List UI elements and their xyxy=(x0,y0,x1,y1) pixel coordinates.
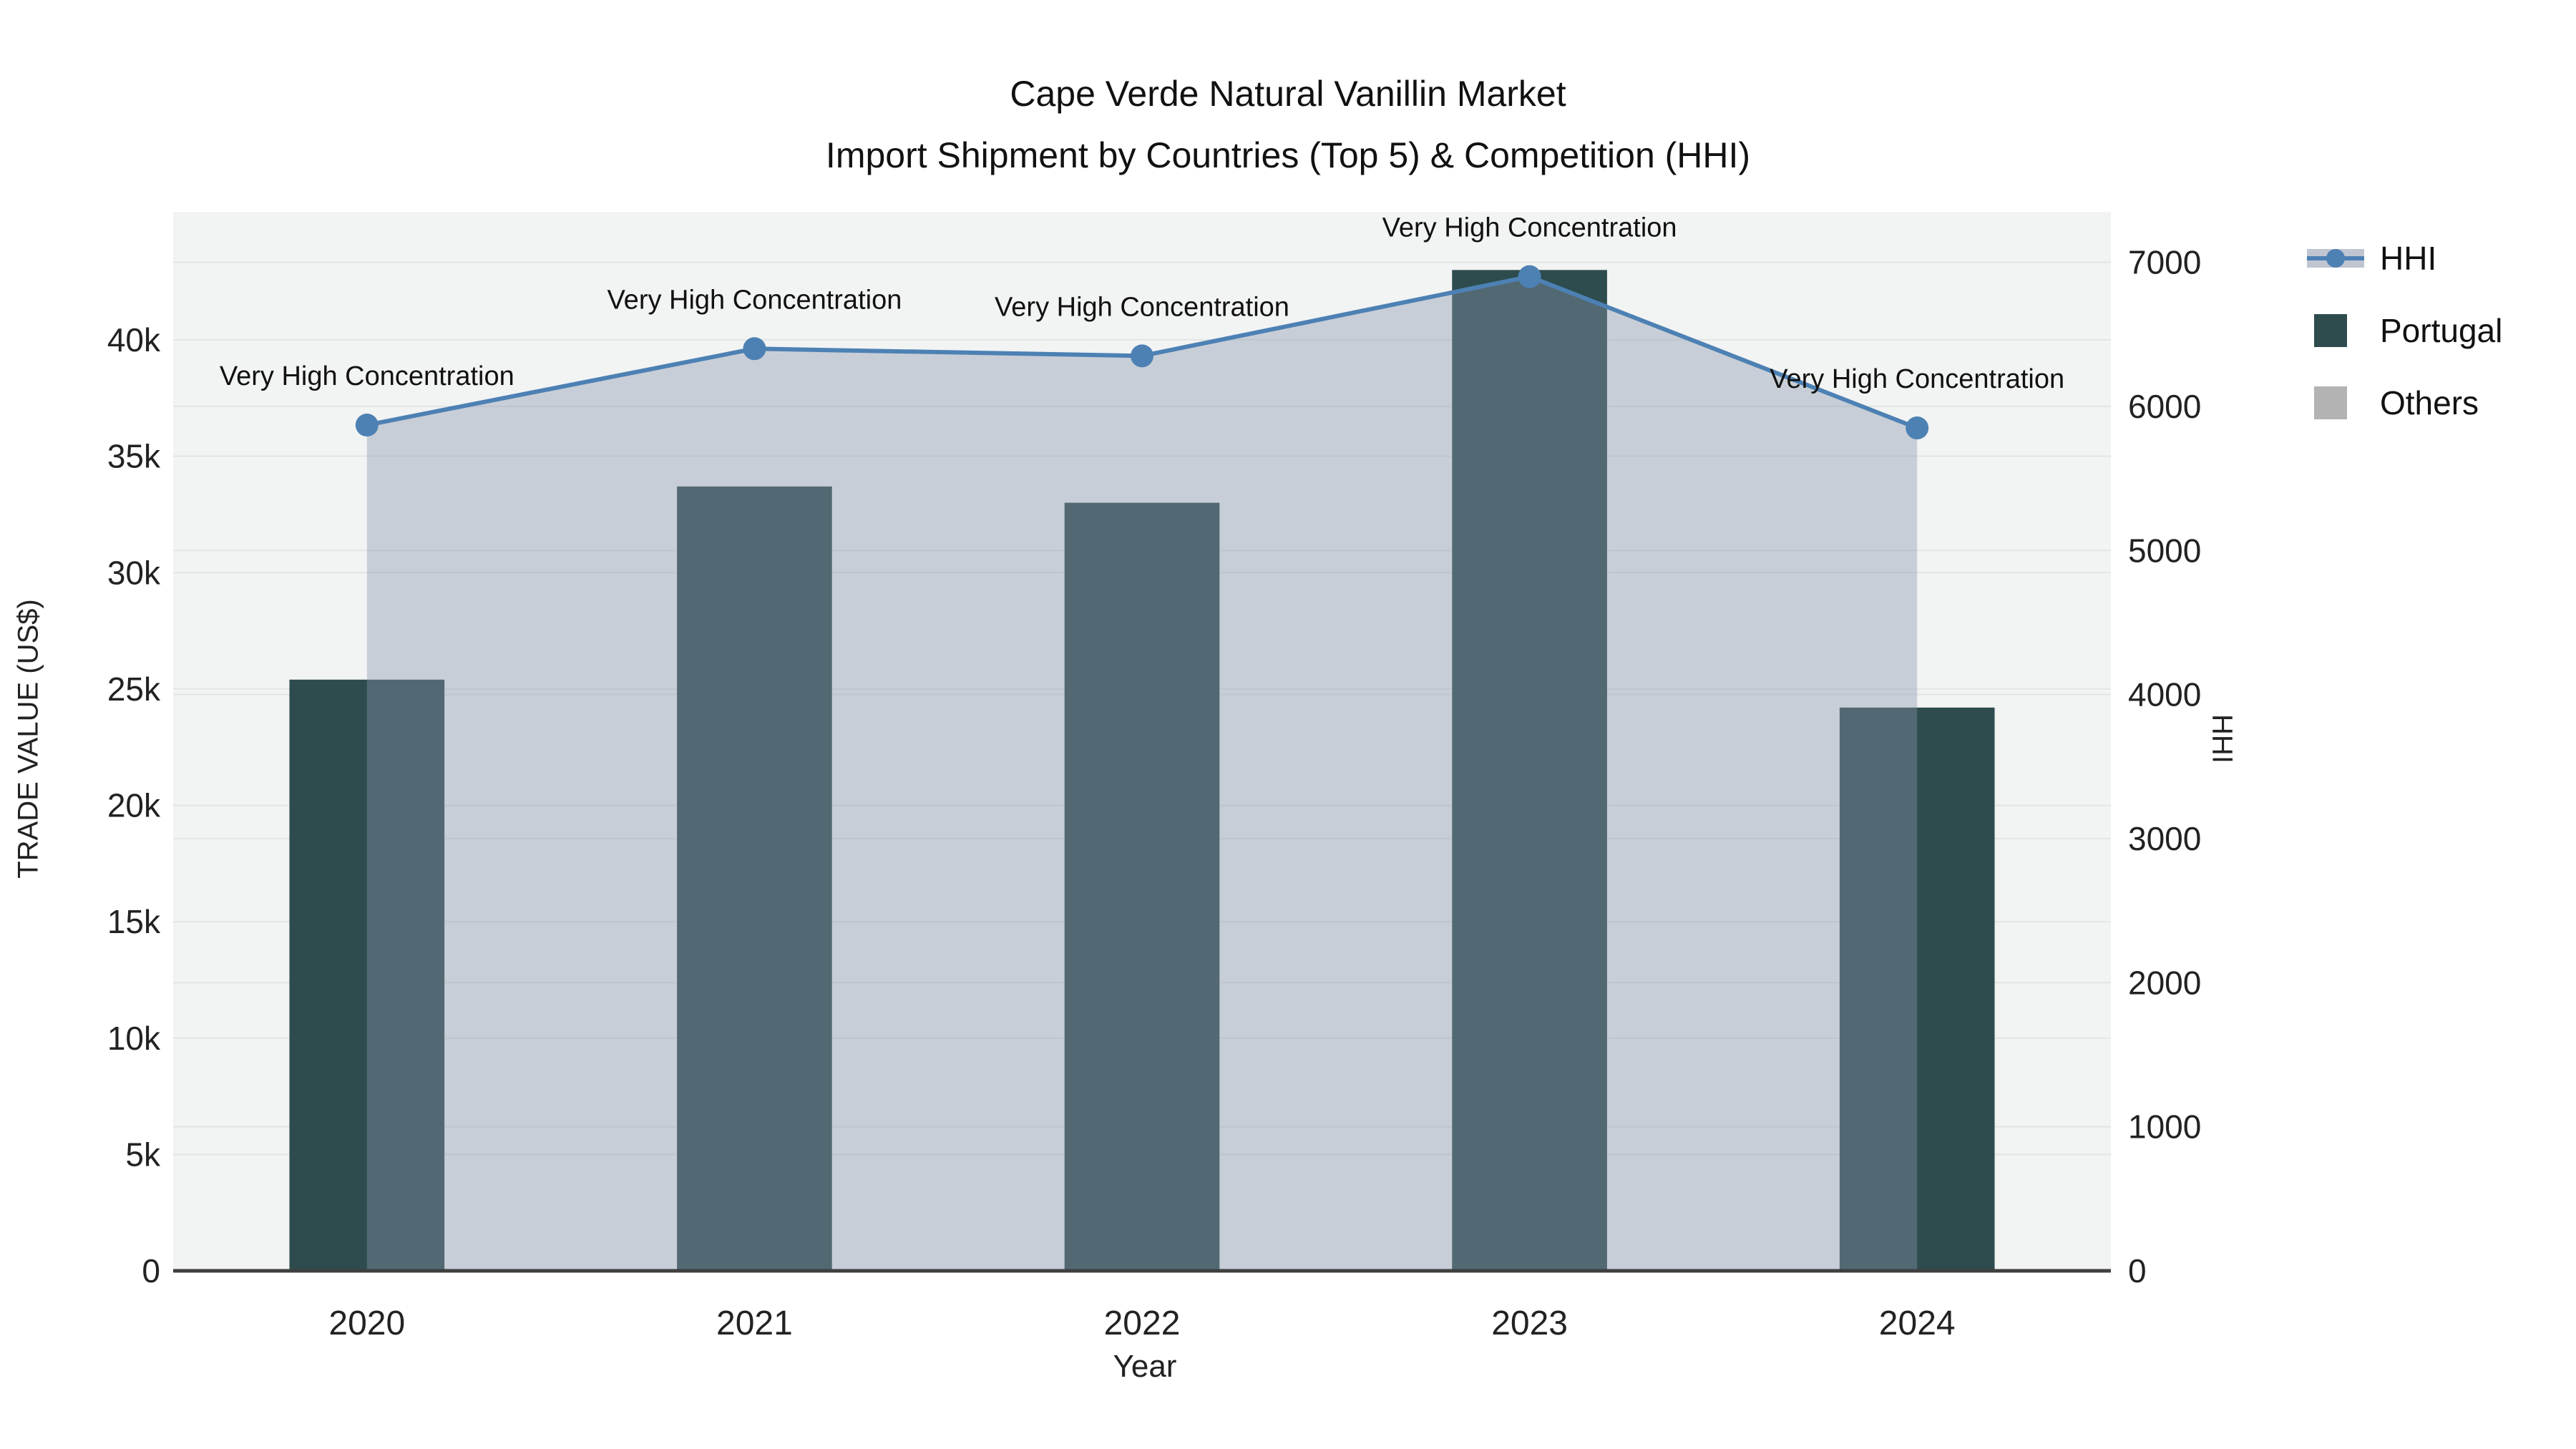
hhi-marker-2021[interactable] xyxy=(743,337,766,361)
right-axis-title: HHI xyxy=(2206,714,2238,763)
bar-portugal-2023[interactable] xyxy=(1452,270,1607,1271)
hhi-area-fill xyxy=(366,276,1918,1271)
right-tick-2000: 2000 xyxy=(2128,964,2201,1001)
left-tick-0: 0 xyxy=(142,1252,160,1289)
chart-title-line1: Cape Verde Natural Vanillin Market xyxy=(1010,74,1566,114)
others-square-symbol xyxy=(2307,384,2364,421)
bar-portugal-2020[interactable] xyxy=(289,679,445,1271)
legend: HHI Portugal Others xyxy=(2307,222,2576,439)
legend-label-hhi: HHI xyxy=(2380,239,2437,277)
annotation-2023: Very High Concentration xyxy=(1382,213,1677,243)
chart-title-line2: Import Shipment by Countries (Top 5) & C… xyxy=(825,135,1751,175)
bar-portugal-2021[interactable] xyxy=(677,486,832,1271)
right-tick-3000: 3000 xyxy=(2128,820,2201,857)
legend-label-others: Others xyxy=(2380,384,2479,421)
bar-portugal-2024[interactable] xyxy=(1839,707,1995,1271)
left-tick-30k: 30k xyxy=(107,554,161,591)
left-tick-35k: 35k xyxy=(107,438,161,475)
annotation-2022: Very High Concentration xyxy=(995,292,1289,322)
hhi-marker-2024[interactable] xyxy=(1906,416,1929,440)
right-tick-6000: 6000 xyxy=(2128,388,2201,425)
x-tick-2024: 2024 xyxy=(1879,1304,1956,1342)
right-tick-4000: 4000 xyxy=(2128,676,2201,713)
hhi-marker-2023[interactable] xyxy=(1518,265,1541,288)
left-tick-25k: 25k xyxy=(107,670,161,708)
left-axis-title: TRADE VALUE (US$) xyxy=(12,599,44,879)
bar-portugal-2022[interactable] xyxy=(1064,502,1220,1271)
others-color-swatch xyxy=(2314,386,2347,419)
hhi-marker-2020[interactable] xyxy=(355,414,379,437)
right-tick-0: 0 xyxy=(2128,1252,2147,1289)
x-tick-2021: 2021 xyxy=(716,1304,793,1342)
legend-item-portugal[interactable]: Portugal xyxy=(2307,294,2576,366)
left-tick-15k: 15k xyxy=(107,903,161,940)
x-tick-2023: 2023 xyxy=(1491,1304,1568,1342)
portugal-square-symbol xyxy=(2307,312,2364,349)
hhi-line-symbol xyxy=(2307,240,2364,277)
legend-item-hhi[interactable]: HHI xyxy=(2307,222,2576,294)
legend-label-portugal: Portugal xyxy=(2380,311,2503,349)
right-tick-1000: 1000 xyxy=(2128,1108,2201,1146)
left-tick-20k: 20k xyxy=(107,787,161,824)
right-tick-7000: 7000 xyxy=(2128,244,2201,281)
x-tick-2022: 2022 xyxy=(1104,1304,1181,1342)
portugal-color-swatch xyxy=(2314,313,2347,347)
left-tick-10k: 10k xyxy=(107,1020,161,1057)
left-tick-5k: 5k xyxy=(125,1136,161,1173)
annotation-2021: Very High Concentration xyxy=(607,285,902,315)
annotation-2020: Very High Concentration xyxy=(220,361,514,391)
hhi-marker-2022[interactable] xyxy=(1131,344,1153,368)
right-tick-5000: 5000 xyxy=(2128,532,2201,569)
hhi-marker-dot xyxy=(2326,248,2345,268)
left-tick-40k: 40k xyxy=(107,321,161,358)
annotation-2024: Very High Concentration xyxy=(1770,364,2064,394)
x-tick-2020: 2020 xyxy=(328,1304,405,1342)
legend-item-others[interactable]: Others xyxy=(2307,366,2576,439)
x-axis-title: Year xyxy=(1113,1349,1177,1384)
